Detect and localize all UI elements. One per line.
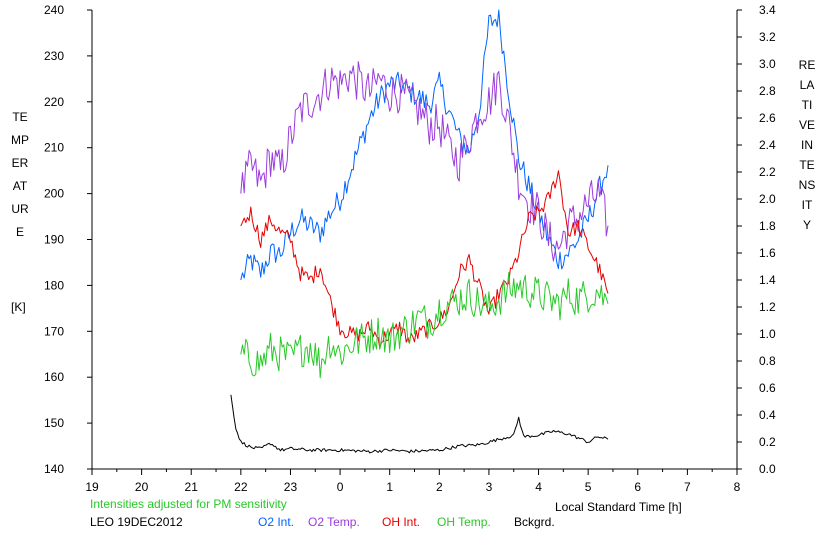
y-axis-right: 0.0 0.2 0.4 0.6 0.8 1.0 1.2 1.4 1.6 1.8 2.0 2.2 2.4 2… — [737, 3, 776, 476]
y-right-tick-label: 0.4 — [759, 408, 776, 422]
y-left-tick-label: 170 — [44, 324, 64, 338]
x-tick-label: 3 — [486, 480, 493, 494]
series-line-oh-int — [240, 170, 609, 349]
x-tick-label: 8 — [734, 480, 741, 494]
y-axis-right-label: RELATIVE INTENSITY — [798, 58, 819, 232]
y-left-tick-label: 220 — [44, 95, 64, 109]
y-left-tick-label: 140 — [44, 462, 64, 476]
x-tick-label: 2 — [436, 480, 443, 494]
y-right-tick-label: 1.4 — [759, 273, 776, 287]
x-tick-label: 7 — [684, 480, 691, 494]
x-tick-label: 23 — [284, 480, 298, 494]
y-left-tick-label: 180 — [44, 278, 64, 292]
legend-oh-int: OH Int. — [382, 515, 421, 529]
y-right-tick-label: 2.0 — [759, 192, 776, 206]
series-line-o2-temp — [240, 61, 609, 262]
x-axis: 19 20 21 22 23 0 1 2 3 4 5 6 7 8 — [85, 469, 741, 494]
legend-oh-temp: OH Temp. — [437, 515, 491, 529]
y-left-tick-label: 240 — [44, 3, 64, 17]
series-line-bckgrd — [230, 394, 609, 454]
series-line-o2-int — [240, 9, 609, 281]
y-axis-left-label: TEMPERATURE — [11, 110, 29, 239]
x-tick-label: 1 — [386, 480, 393, 494]
y-right-tick-label: 1.8 — [759, 219, 776, 233]
x-tick-label: 21 — [185, 480, 199, 494]
y-right-tick-label: 1.2 — [759, 300, 776, 314]
x-tick-label: 6 — [634, 480, 641, 494]
station-label: LEO 19DEC2012 — [90, 515, 183, 529]
series-line-oh-temp — [240, 271, 609, 379]
x-tick-label: 0 — [337, 480, 344, 494]
y-right-tick-label: 3.4 — [759, 3, 776, 17]
legend-o2-temp: O2 Temp. — [308, 515, 360, 529]
series-group — [230, 9, 609, 454]
x-tick-label: 22 — [234, 480, 248, 494]
y-right-tick-label: 0.0 — [759, 462, 776, 476]
y-left-tick-label: 190 — [44, 233, 64, 247]
x-tick-label: 19 — [85, 480, 99, 494]
y-right-tick-label: 3.2 — [759, 30, 776, 44]
y-right-tick-label: 2.6 — [759, 111, 776, 125]
legend-bckgrd: Bckgrd. — [514, 515, 555, 529]
y-left-tick-label: 160 — [44, 370, 64, 384]
note-text: Intensities adjusted for PM sensitivity — [90, 497, 287, 511]
y-right-tick-label: 0.2 — [759, 435, 776, 449]
y-right-tick-label: 0.8 — [759, 354, 776, 368]
y-right-tick-label: 2.8 — [759, 84, 776, 98]
y-axis-left-unit: [K] — [11, 300, 26, 314]
y-left-tick-label: 150 — [44, 416, 64, 430]
y-right-tick-label: 3.0 — [759, 57, 776, 71]
x-tick-label: 5 — [585, 480, 592, 494]
y-right-tick-label: 2.4 — [759, 138, 776, 152]
y-left-tick-label: 210 — [44, 141, 64, 155]
y-left-tick-label: 230 — [44, 49, 64, 63]
y-right-tick-label: 2.2 — [759, 165, 776, 179]
y-right-tick-label: 0.6 — [759, 381, 776, 395]
y-left-tick-label: 200 — [44, 187, 64, 201]
plot-frame — [91, 10, 738, 470]
x-tick-label: 4 — [535, 480, 542, 494]
y-axis-left: 140 150 160 170 180 190 200 210 220 230 240 — [44, 3, 92, 476]
legend-o2-int: O2 Int. — [258, 515, 295, 529]
y-right-tick-label: 1.0 — [759, 327, 776, 341]
y-right-tick-label: 1.6 — [759, 246, 776, 260]
x-tick-label: 20 — [135, 480, 149, 494]
x-axis-label: Local Standard Time [h] — [555, 500, 682, 514]
